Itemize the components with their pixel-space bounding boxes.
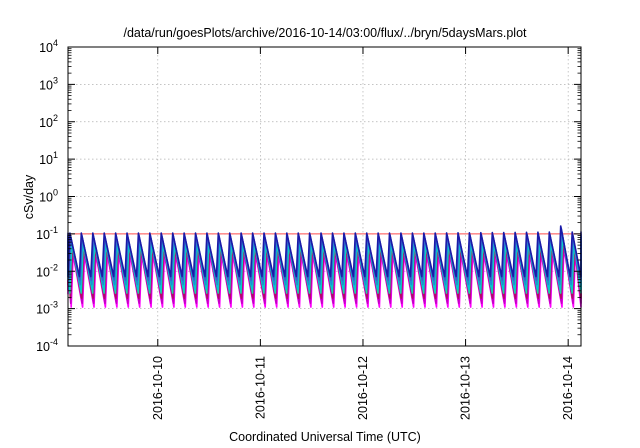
y-tick-label-base: 10 — [36, 265, 50, 279]
y-tick-label-base: 10 — [36, 340, 50, 354]
y-tick-label-base: 10 — [39, 116, 53, 130]
x-tick-label: 2016-10-14 — [561, 356, 575, 420]
x-tick-label: 2016-10-11 — [253, 356, 267, 419]
y-tick-label-base: 10 — [36, 303, 50, 317]
y-tick-label-exponent: 3 — [53, 75, 58, 85]
chart-title: /data/run/goesPlots/archive/2016-10-14/0… — [123, 26, 527, 40]
y-tick-label-base: 10 — [36, 228, 50, 242]
x-tick-label: 2016-10-13 — [459, 356, 473, 420]
series-line — [67, 225, 582, 278]
y-tick-label: 102 — [39, 113, 58, 130]
x-tick-label: 2016-10-10 — [151, 356, 165, 420]
y-tick-label-base: 10 — [39, 41, 53, 55]
y-tick-label: 103 — [39, 75, 58, 92]
y-tick-label-exponent: -2 — [50, 262, 58, 272]
series-lines — [67, 225, 582, 308]
y-tick-label: 10-1 — [36, 225, 58, 242]
x-tick-label: 2016-10-12 — [356, 356, 370, 420]
y-tick-label-base: 10 — [39, 153, 53, 167]
y-tick-label-exponent: 1 — [53, 150, 58, 160]
x-axis-label: Coordinated Universal Time (UTC) — [229, 430, 421, 444]
y-tick-label: 101 — [39, 150, 58, 167]
y-tick-label-exponent: -1 — [50, 225, 58, 235]
y-axis-label: cSv/day — [22, 174, 36, 219]
y-tick-label: 104 — [39, 38, 58, 55]
y-tick-label: 10-2 — [36, 262, 58, 279]
y-tick-label-exponent: -4 — [50, 337, 58, 347]
y-tick-label-exponent: 4 — [53, 38, 58, 48]
y-tick-label-exponent: 0 — [53, 188, 58, 198]
y-tick-label-base: 10 — [39, 78, 53, 92]
y-tick-label-exponent: 2 — [53, 113, 58, 123]
x-axis: 2016-10-10 2016-10-11 2016-10-12 2016-10-13… — [151, 47, 575, 420]
y-tick-label: 10-4 — [36, 337, 58, 354]
grid-lines — [68, 47, 581, 346]
y-tick-label: 100 — [39, 188, 58, 205]
y-tick-label-exponent: -3 — [50, 300, 58, 310]
y-tick-label-base: 10 — [39, 191, 53, 205]
y-tick-label: 10-3 — [36, 300, 58, 317]
